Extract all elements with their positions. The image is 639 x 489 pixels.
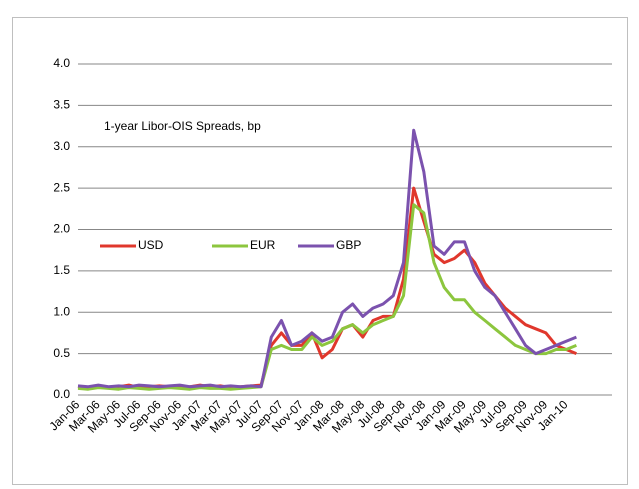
y-tick-label: 3.0	[53, 139, 70, 153]
legend-label: GBP	[336, 238, 361, 252]
y-tick-label: 4.0	[53, 56, 70, 70]
y-tick-label: 0.5	[53, 346, 70, 360]
legend-label: EUR	[250, 238, 276, 252]
series-line	[77, 128, 577, 389]
annotation: 1-year Libor-OIS Spreads, bp	[104, 119, 261, 133]
y-tick-label: 1.0	[53, 304, 70, 318]
series-line	[77, 186, 577, 390]
y-tick-label: 3.5	[53, 98, 70, 112]
y-tick-label: 1.5	[53, 263, 70, 277]
chart-frame	[12, 17, 628, 485]
y-tick-label: 0.0	[53, 387, 70, 401]
y-tick-label: 2.0	[53, 222, 70, 236]
y-tick-label: 2.5	[53, 180, 70, 194]
legend-label: USD	[138, 238, 164, 252]
series-line	[77, 203, 577, 391]
